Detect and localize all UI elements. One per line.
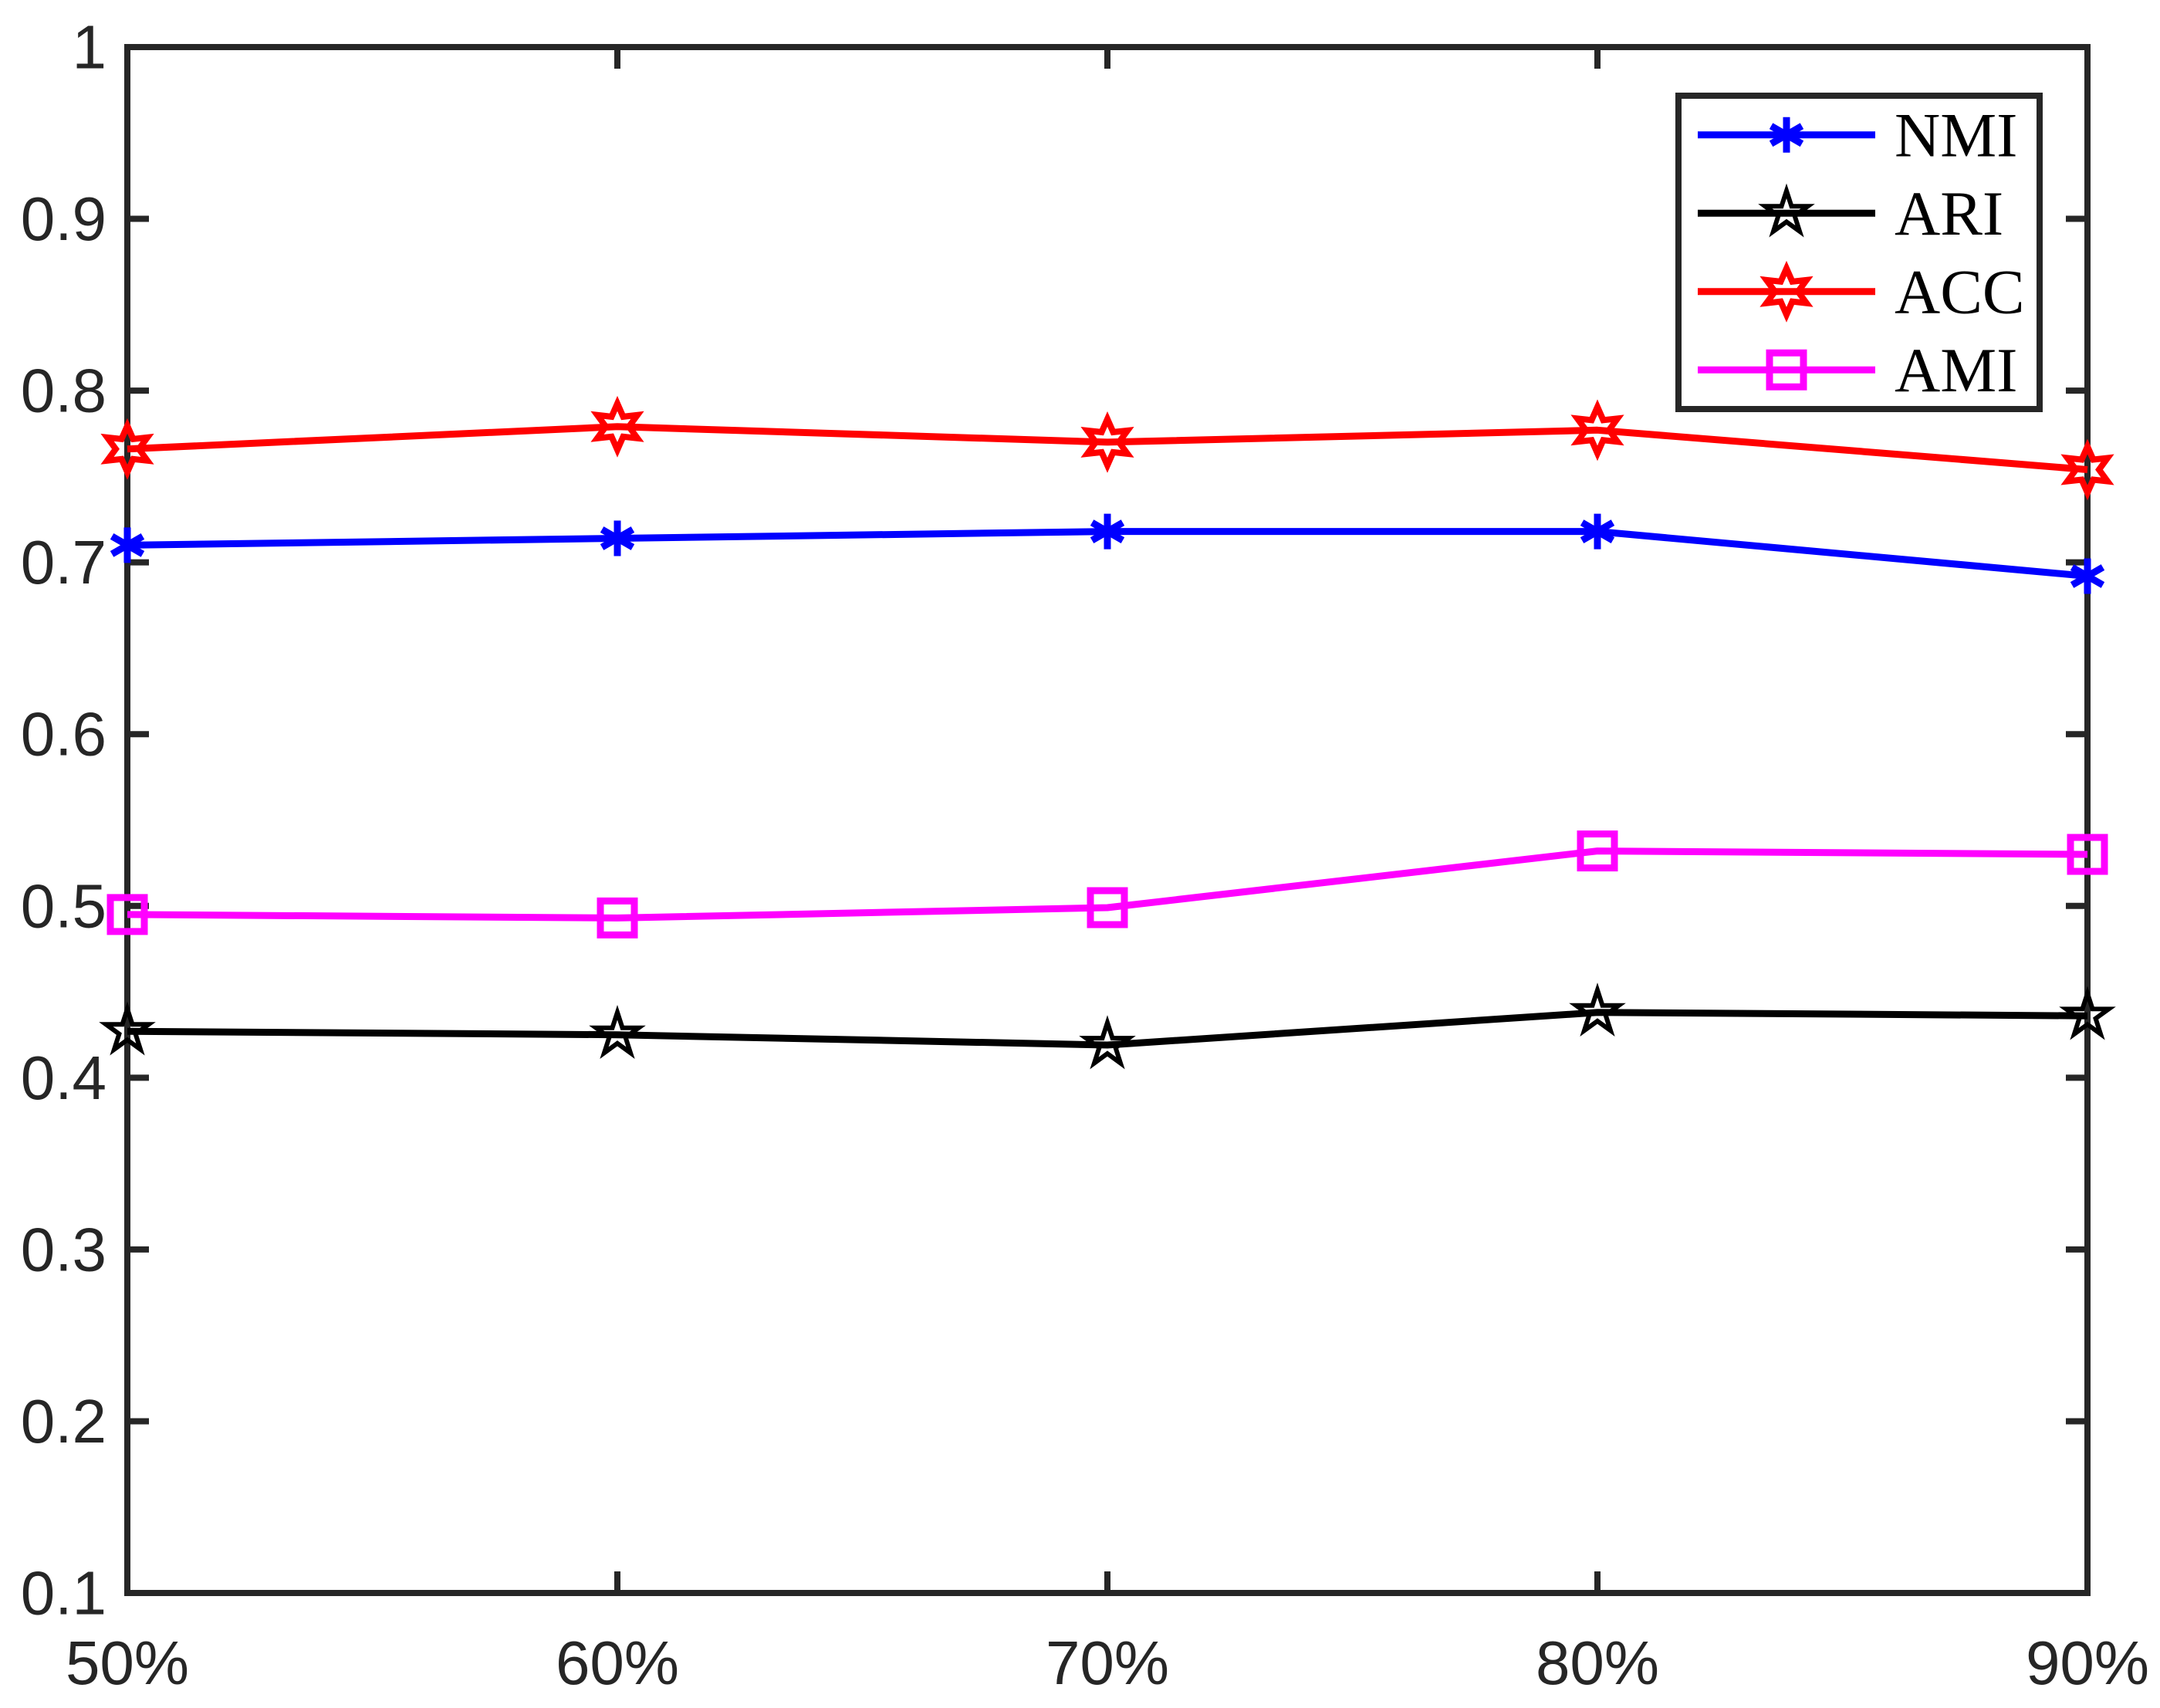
series-NMI-asterisk-marker [110,533,145,557]
series-AMI-square-marker [597,897,638,939]
x-tick-label: 90% [2026,1629,2149,1697]
series-NMI-asterisk-marker [1090,519,1125,544]
y-tick-label: 0.3 [21,1215,106,1284]
x-tick-label: 70% [1046,1629,1169,1697]
series-ARI-pentagram-marker [1079,1015,1136,1070]
y-tick-label: 0.4 [21,1043,106,1112]
series-ARI-pentagram-marker [589,1004,646,1060]
series-ACC-hexagram-marker [590,395,644,458]
x-tick-label: 80% [1536,1629,1659,1697]
legend-label-ACC: ACC [1895,256,2025,326]
legend-ACC-hexagram-marker [1759,260,1814,323]
y-tick-label: 0.5 [21,871,106,940]
legend-label-AMI: AMI [1895,335,2017,405]
series-NMI-asterisk-marker [600,526,635,550]
series-ACC-hexagram-marker [1080,411,1134,473]
series-ACC-hexagram-marker [2060,438,2114,501]
y-tick-label: 0.9 [21,184,106,253]
legend-label-NMI: NMI [1895,100,2017,170]
series-line-ARI [127,1009,2088,1049]
legend-box [1675,93,2043,412]
legend-label-ARI: ARI [1895,178,2003,249]
series-AMI-square-marker [2067,834,2108,875]
y-tick-label: 0.6 [21,700,106,769]
series-ARI-pentagram-marker [2059,986,2116,1040]
series-AMI-square-marker [1087,887,1128,928]
series-AMI-square-marker [106,894,148,935]
x-tick-label: 60% [556,1629,679,1697]
series-line-AMI [127,847,2088,922]
series-ARI-pentagram-marker [1569,983,1626,1037]
x-tick-label: 50% [66,1629,189,1697]
legend-NMI-asterisk-marker [1769,123,1804,147]
y-tick-label: 1 [73,13,107,82]
y-tick-label: 0.8 [21,357,106,425]
series-line-ACC [127,423,2088,473]
series-ARI-pentagram-marker [99,1001,156,1056]
series-ACC-hexagram-marker [100,418,154,480]
legend-AMI-square-marker [1766,349,1807,391]
y-tick-label: 0.1 [21,1559,106,1628]
legend-ARI-pentagram-marker [1758,183,1815,238]
y-tick-label: 0.7 [21,528,106,597]
series-AMI-square-marker [1577,830,1618,872]
series-ACC-hexagram-marker [1570,399,1624,462]
y-tick-label: 0.2 [21,1387,106,1456]
series-NMI-asterisk-marker [2070,564,2105,588]
series-NMI-asterisk-marker [1580,519,1615,544]
